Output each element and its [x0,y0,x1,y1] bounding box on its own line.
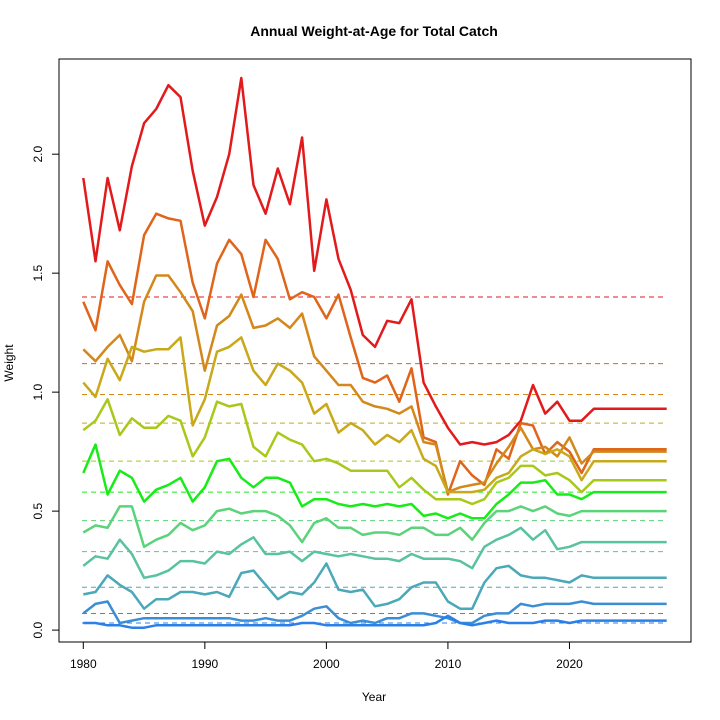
x-tick-label-2000: 2000 [313,657,340,671]
series-line-6 [82,443,667,520]
series-line-4 [82,336,667,494]
y-tick-label-0.0: 0.0 [31,621,45,638]
x-tick-label-1980: 1980 [70,657,97,671]
series-line-5 [82,398,667,506]
plot-frame [58,58,692,643]
series-line-9 [83,562,667,610]
x-tick-label-1990: 1990 [191,657,218,671]
series-lines-group [82,76,667,629]
y-tick-label-2.0: 2.0 [31,146,45,163]
series-line-10 [82,600,667,625]
y-tick-label-1.5: 1.5 [31,264,45,281]
x-tick-label-2020: 2020 [556,657,583,671]
series-line-8 [82,526,667,580]
y-tick-label-1.0: 1.0 [31,383,45,400]
series-line-11 [83,614,667,629]
series-line-7 [82,505,667,549]
y-axis-label: Weight [2,344,16,382]
chart-title: Annual Weight-at-Age for Total Catch [250,23,498,39]
y-tick-label-0.5: 0.5 [31,502,45,519]
x-axis-label: Year [362,690,386,704]
series-line-2 [82,212,667,496]
x-tick-label-2010: 2010 [435,657,462,671]
series-line-3 [82,274,667,494]
series-line-1 [82,76,667,446]
